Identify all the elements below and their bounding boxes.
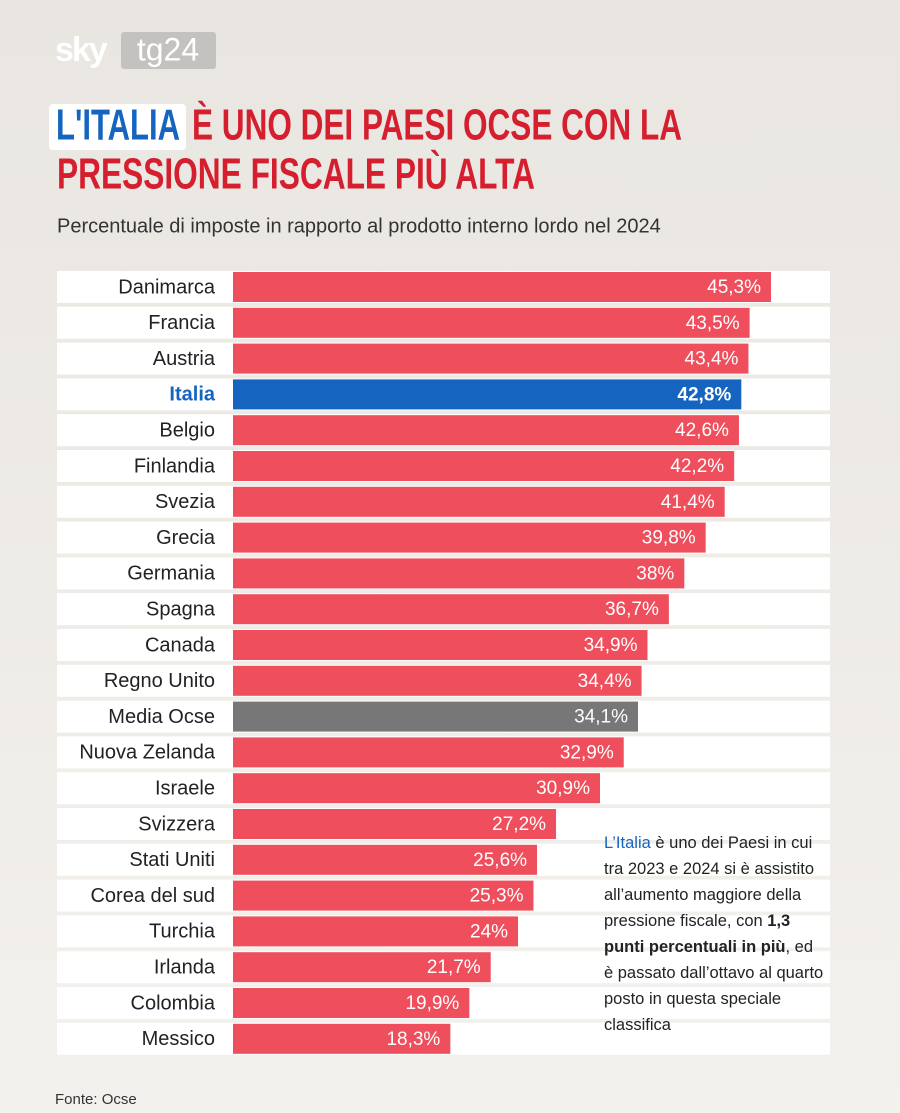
value-label: 42,8% xyxy=(677,384,731,405)
category-label: Italia xyxy=(169,384,215,406)
category-label: Messico xyxy=(142,1028,215,1050)
category-label: Austria xyxy=(153,348,216,370)
bar xyxy=(233,486,725,517)
chart-subtitle: Percentuale di imposte in rapporto al pr… xyxy=(57,215,661,237)
title-highlight: L'ITALIA xyxy=(56,101,180,150)
logo-tg24: tg24 xyxy=(137,31,199,67)
bar xyxy=(233,630,648,660)
bar xyxy=(233,379,742,410)
bar xyxy=(233,773,600,804)
category-label: Turchia xyxy=(149,921,216,943)
value-label: 18,3% xyxy=(386,1029,440,1050)
annotation-text: , ed è passato dall’ottavo al quarto pos… xyxy=(604,938,824,1034)
value-label: 45,3% xyxy=(707,277,761,298)
bar xyxy=(233,307,750,338)
category-label: Finlandia xyxy=(134,455,216,477)
value-label: 43,5% xyxy=(686,313,740,334)
category-label: Danimarca xyxy=(118,276,216,298)
value-label: 34,1% xyxy=(574,707,628,728)
category-label: Svezia xyxy=(155,491,216,513)
value-label: 34,9% xyxy=(584,635,638,656)
category-label: Svizzera xyxy=(138,813,216,835)
bar xyxy=(233,701,638,732)
value-label: 19,9% xyxy=(405,993,459,1014)
bar xyxy=(233,809,557,839)
category-label: Canada xyxy=(145,634,216,656)
category-label: Nuova Zelanda xyxy=(79,742,216,764)
category-label: Media Ocse xyxy=(108,706,215,728)
category-label: Regno Unito xyxy=(104,670,215,692)
annotation-text: è uno dei Paesi in cui tra 2023 e 2024 s… xyxy=(604,834,815,930)
value-label: 42,2% xyxy=(670,456,724,477)
category-label: Irlanda xyxy=(154,956,216,978)
category-label: Spagna xyxy=(146,598,216,620)
bar xyxy=(233,1023,451,1054)
bar xyxy=(233,952,491,983)
value-label: 25,3% xyxy=(470,886,524,907)
bar xyxy=(233,844,538,875)
bar xyxy=(233,451,735,481)
value-label: 42,6% xyxy=(675,420,729,441)
bar xyxy=(233,988,470,1018)
value-label: 41,4% xyxy=(661,492,715,513)
value-label: 38% xyxy=(636,563,674,584)
bar xyxy=(233,522,706,553)
value-label: 24% xyxy=(470,921,508,942)
value-label: 27,2% xyxy=(492,814,546,835)
bar xyxy=(233,343,749,374)
value-label: 30,9% xyxy=(536,778,590,799)
logo-box xyxy=(121,32,216,69)
chart-title: PRESSIONE FISCALE PIÙ ALTA xyxy=(57,149,535,199)
annotation-text: L’Italia xyxy=(604,834,651,852)
category-label: Israele xyxy=(155,777,215,799)
chart-title: È UNO DEI PAESI OCSE CON LA xyxy=(192,100,682,150)
bar xyxy=(233,665,642,696)
category-label: Belgio xyxy=(159,419,215,441)
bar xyxy=(233,558,685,589)
category-label: Grecia xyxy=(156,527,216,549)
value-label: 43,4% xyxy=(685,349,739,370)
category-label: Colombia xyxy=(131,992,216,1014)
bar xyxy=(233,916,519,947)
logo-sky: sky xyxy=(55,31,108,69)
category-label: Stati Uniti xyxy=(129,849,215,871)
category-label: Corea del sud xyxy=(90,885,215,907)
bar xyxy=(233,272,771,302)
value-label: 21,7% xyxy=(427,957,481,978)
value-label: 36,7% xyxy=(605,599,659,620)
annotation: L’Italia è uno dei Paesi in cui tra 2023… xyxy=(604,830,826,1038)
value-label: 34,4% xyxy=(578,671,632,692)
bar xyxy=(233,737,624,768)
value-label: 25,6% xyxy=(473,850,527,871)
bar xyxy=(233,594,669,625)
value-label: 32,9% xyxy=(560,742,614,763)
title-highlight-box xyxy=(49,104,186,150)
bar xyxy=(233,880,534,911)
category-label: Francia xyxy=(148,312,216,334)
value-label: 39,8% xyxy=(642,528,696,549)
bar xyxy=(233,415,739,446)
annotation-text: 1,3 punti percentuali in più xyxy=(604,912,791,956)
category-label: Germania xyxy=(127,563,216,585)
source: Fonte: Ocse xyxy=(55,1091,137,1108)
